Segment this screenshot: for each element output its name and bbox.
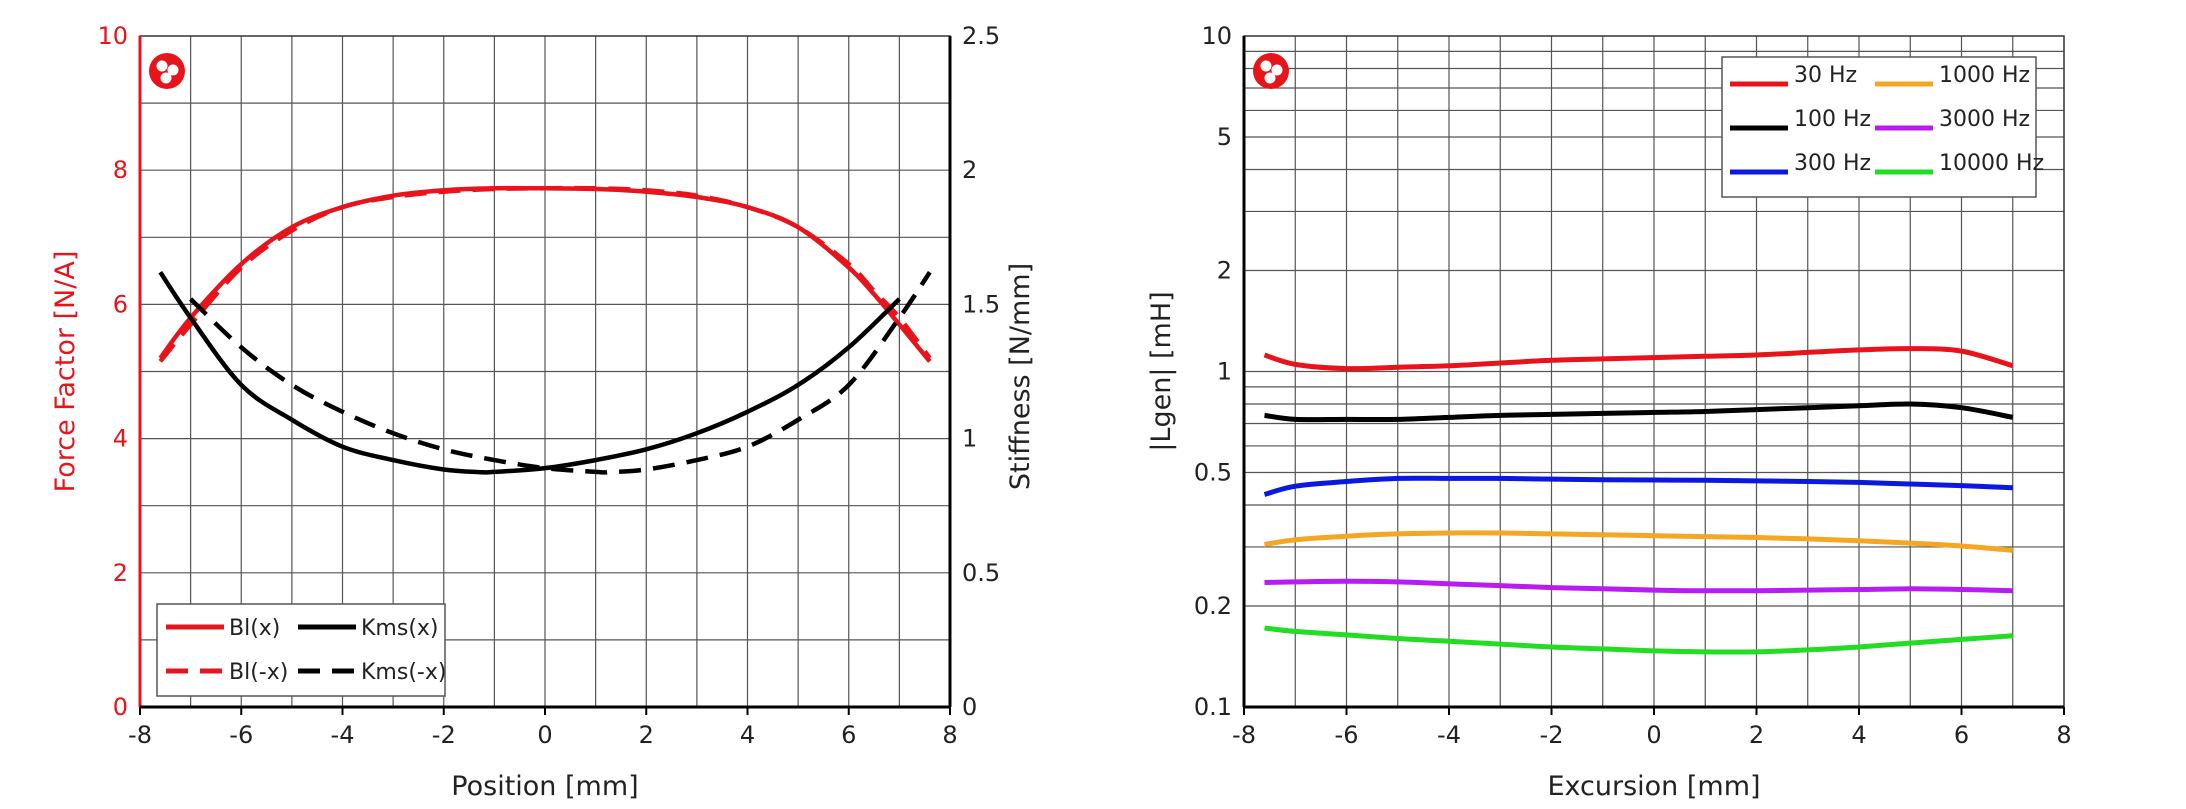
legend-label: Kms(-x) [361,660,446,685]
x-tick-label: -8 [1232,721,1256,749]
logo-dot [167,64,179,76]
y-left-tick-label: 8 [113,156,128,184]
series-line-300hz [1263,475,2013,497]
series-line-3000hz [1264,578,2013,594]
series-line-10000hz [1264,625,2013,655]
y-left-tick-label: 4 [113,425,128,453]
logo-dot [156,60,168,72]
legend-label: 300 Hz [1794,151,1871,176]
x-tick-label: 0 [1646,721,1661,749]
x-tick-label: -6 [1335,721,1359,749]
y-left-tick-label: 0 [113,693,128,721]
series-line-kmsx-neg [189,270,932,475]
x-tick-label: -2 [432,721,456,749]
x-axis-title: Excursion [mm] [1547,771,1760,802]
y-left-tick-label: 2 [113,559,128,587]
y-left-tick-label: 6 [113,290,128,318]
x-tick-label: 4 [740,721,755,749]
x-tick-label: 2 [1749,721,1764,749]
legend: Bl(x) Bl(-x) Kms(x) Kms(-x) [156,603,446,697]
legend-label: Kms(x) [361,616,439,641]
x-tick-label: 2 [639,721,654,749]
x-tick-label: 6 [1954,721,1969,749]
y-right-tick-label: 2.5 [962,22,1000,50]
x-tick-label: 0 [537,721,552,749]
logo-dot [1264,72,1276,84]
legend-label: Bl(x) [229,616,280,641]
y-tick-label: 0.2 [1194,592,1232,620]
legend: 30 Hz 100 Hz 300 Hz 1000 Hz 3000 Hz 10000 Hz [1721,56,2044,198]
y-right-tick-label: 1.5 [962,290,1000,318]
x-tick-label: 6 [841,721,856,749]
y-tick-label: 10 [1201,22,1232,50]
chart-force-stiffness: -8 -6 -4 -2 0 2 4 6 8024681000.511.522.5Position… [50,22,1036,802]
legend-label: 10000 Hz [1939,151,2044,176]
legend-label: 30 Hz [1794,63,1857,88]
chart-inductance: -8 -6 -4 -2 0 2 4 6 8 0.1 0.2 0.5 1 2 5 10 Excursion [mm… [1146,22,2072,802]
y-tick-label: 5 [1217,123,1232,151]
y-left-axis-title: Force Factor [N/A] [50,251,81,493]
series-line-1000hz [1264,530,2014,553]
legend-label: 3000 Hz [1939,107,2030,132]
y-right-tick-label: 0 [962,693,977,721]
y-left-tick-label: 10 [97,22,128,50]
x-tick-label: 8 [2056,721,2071,749]
logo-dot [1260,60,1272,72]
series-line-100hz [1264,401,2014,423]
x-tick-label: -4 [1437,721,1461,749]
logo-dot [1271,64,1283,76]
logo-icon [1253,53,1289,89]
y-right-tick-label: 0.5 [962,559,1000,587]
logo-dot [160,72,172,84]
x-tick-label: -8 [128,721,152,749]
series-line-blx [158,185,932,363]
series-line-30hz [1263,346,2014,372]
x-axis-title: Position [mm] [451,771,638,802]
legend-label: 100 Hz [1794,107,1871,132]
y-tick-label: 2 [1217,257,1232,285]
y-right-tick-label: 1 [962,425,977,453]
legend-label: Bl(-x) [229,660,288,685]
y-tick-label: 0.1 [1194,693,1232,721]
legend-label: 1000 Hz [1939,63,2030,88]
legend-box [156,603,446,697]
series-line-kmsx [158,270,901,475]
x-tick-label: 4 [1851,721,1866,749]
y-tick-label: 0.5 [1194,458,1232,486]
x-tick-label: -2 [1540,721,1564,749]
logo-icon [149,53,185,89]
x-tick-label: 8 [942,721,957,749]
y-right-tick-label: 2 [962,156,977,184]
series-line-blx-neg [158,185,932,363]
logo-disc [1253,53,1289,89]
x-tick-label: -4 [331,721,355,749]
x-tick-label: -6 [229,721,253,749]
y-tick-label: 1 [1217,358,1232,386]
y-axis-title: |Lgen| [mH] [1146,291,1177,451]
logo-disc [149,53,185,89]
y-right-axis-title: Stiffness [N/mm] [1005,263,1036,490]
